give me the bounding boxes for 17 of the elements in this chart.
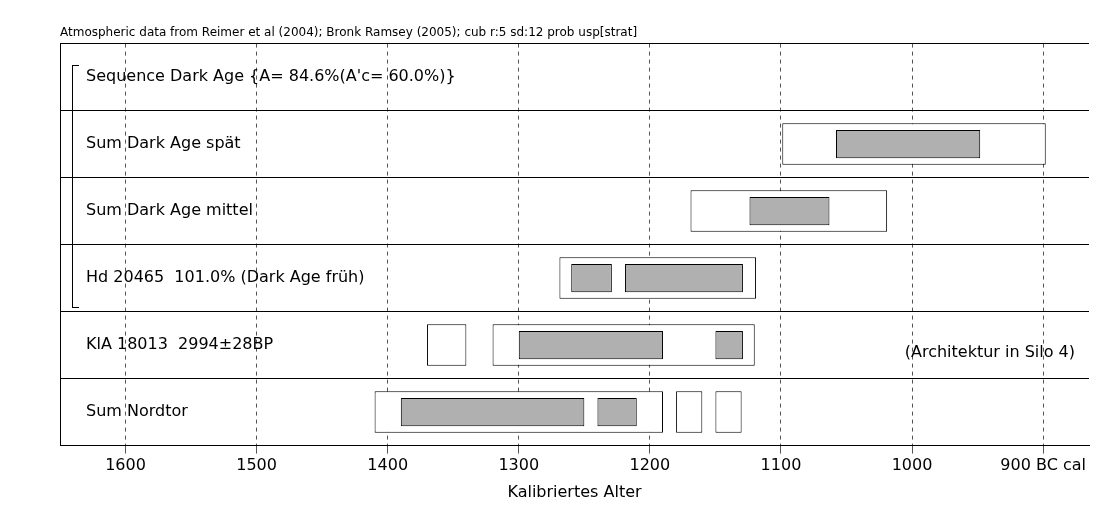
- annotation: (Architektur in Silo 4): [904, 342, 1075, 362]
- x-tick-label: 1600: [105, 455, 146, 475]
- x-tick-label: 1300: [498, 455, 540, 475]
- x-tick-label: 1000: [891, 455, 933, 475]
- x-tick-label: 1500: [236, 455, 277, 475]
- y-tick-label: Sum Dark Age spät: [86, 133, 241, 153]
- x-tick-label: 1400: [367, 455, 409, 475]
- y-tick-label: Sequence Dark Age {A= 84.6%(A'c= 60.0%)}: [86, 66, 456, 86]
- x-tick-label: 900 BC cal: [1000, 455, 1086, 475]
- y-tick-label: Sum Dark Age mittel: [86, 200, 253, 220]
- x-axis-title: Kalibriertes Alter: [507, 481, 642, 501]
- y-tick-label: KlA 18013 2994±28BP: [86, 334, 274, 354]
- x-tick-label: 1200: [629, 455, 671, 475]
- y-tick-label: Hd 20465 101.0% (Dark Age früh): [86, 267, 365, 287]
- text: Atmospheric data from Reimer et al (2004); Bronk Ramsey (2005); cub r:5 sd:12 prob usp[strat]: [60, 24, 638, 39]
- x-tick-label: 1100: [760, 455, 802, 475]
- y-tick-label: Sum Nordtor: [86, 401, 189, 421]
